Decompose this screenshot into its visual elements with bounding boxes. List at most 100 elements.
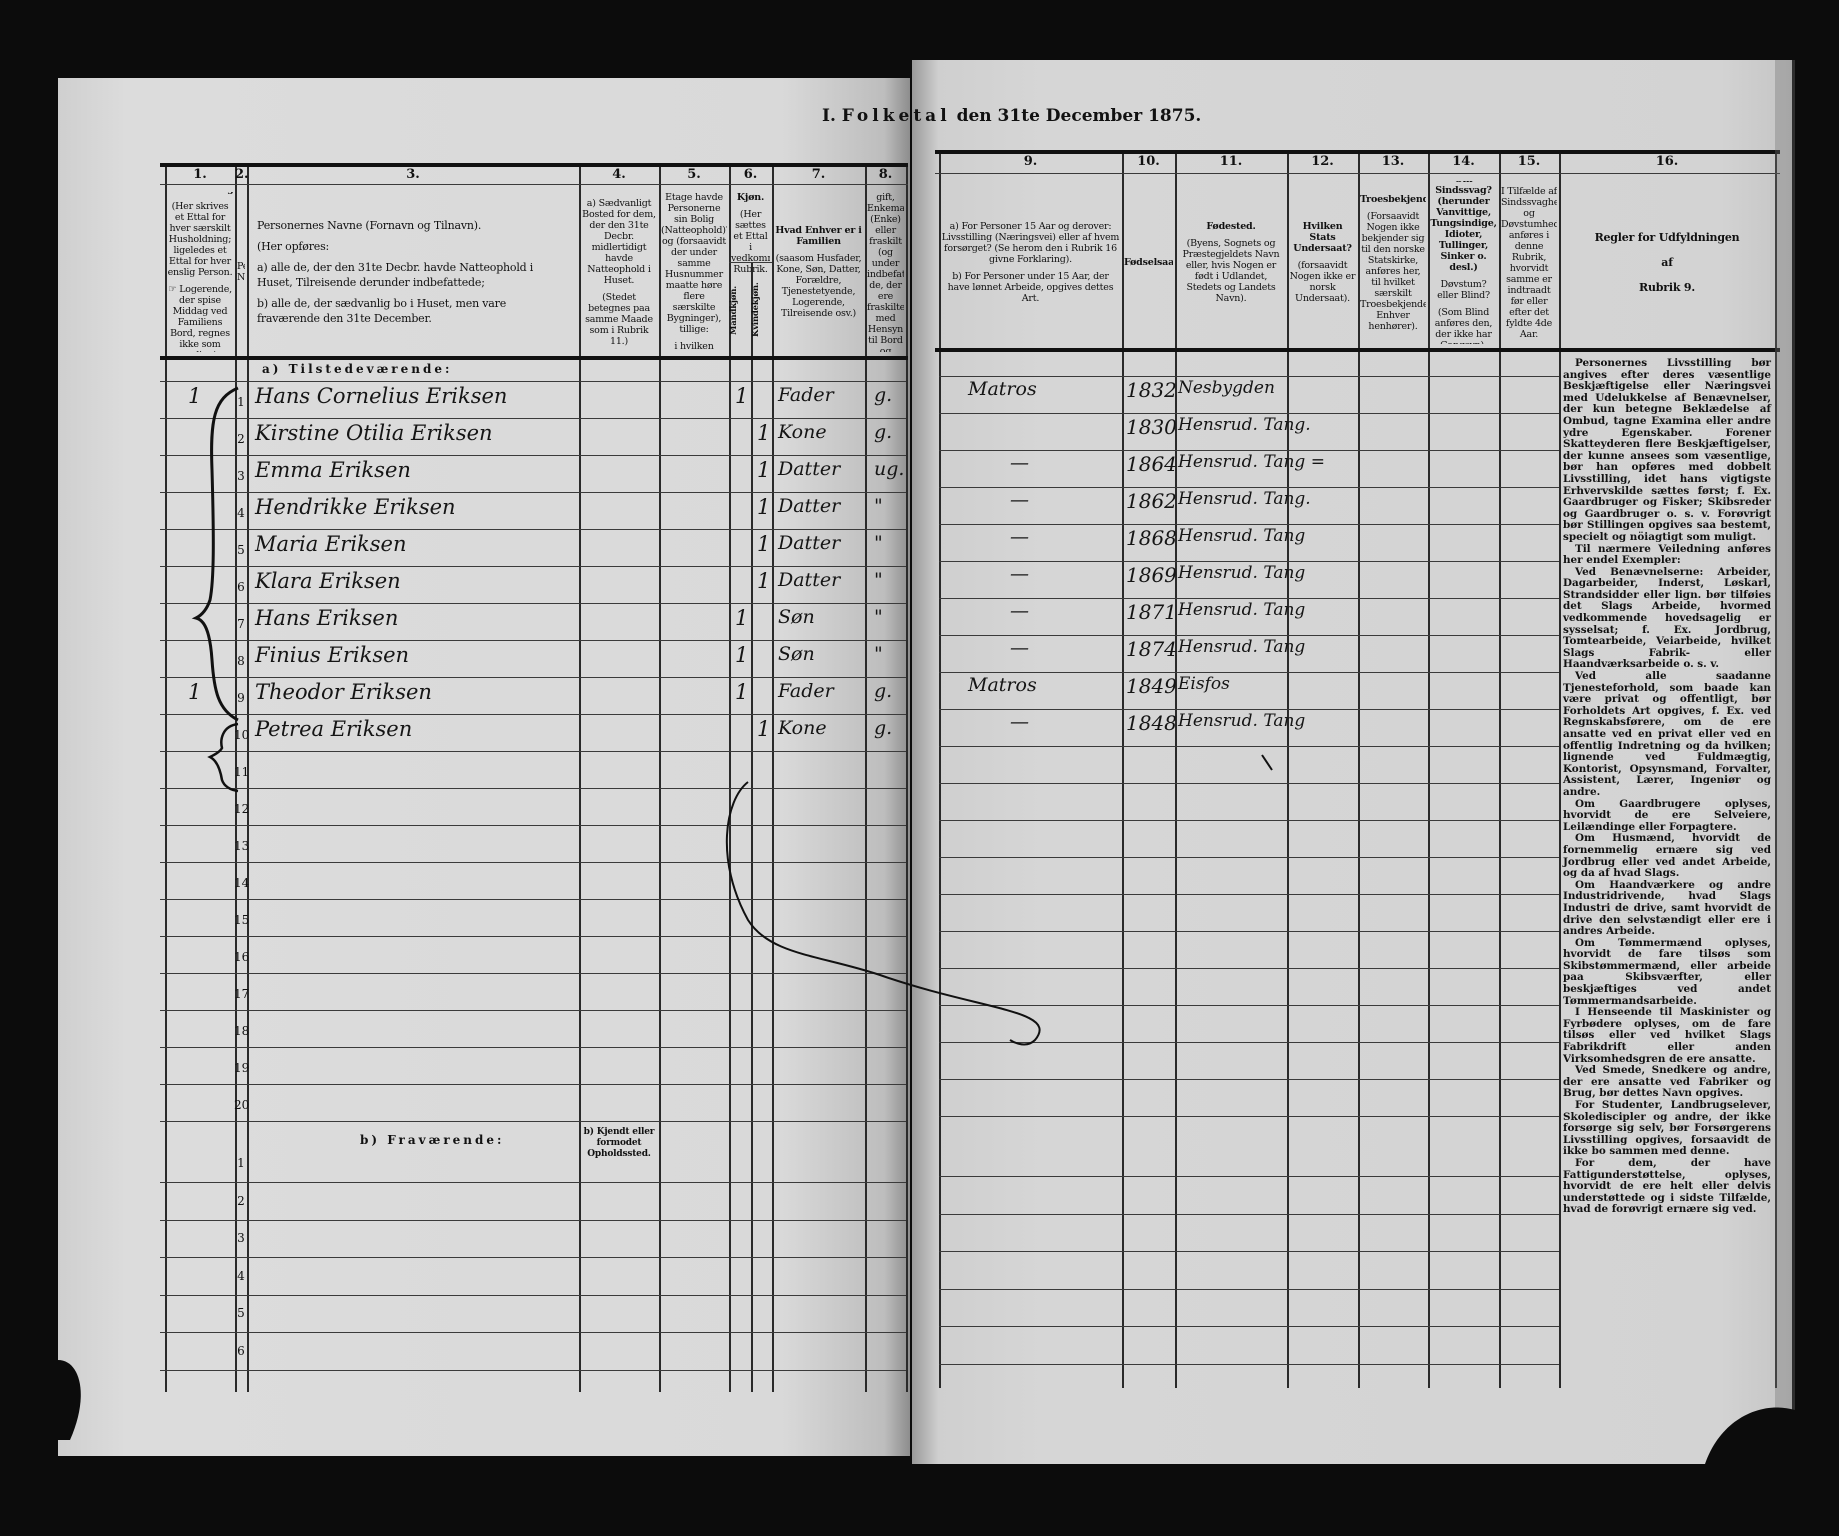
row-number: 14 bbox=[234, 876, 250, 890]
family-relation: Kone bbox=[778, 421, 827, 443]
birthplace: Hensrud. Tang. bbox=[1178, 489, 1311, 509]
row-line bbox=[160, 714, 906, 716]
row-line bbox=[160, 1182, 906, 1184]
row-number: 7 bbox=[237, 617, 245, 631]
row-line bbox=[160, 1084, 906, 1086]
birthplace: Hensrud. Tang bbox=[1178, 711, 1306, 731]
column-divider bbox=[772, 163, 774, 1392]
family-relation: Datter bbox=[778, 458, 841, 480]
column-header-line: (saasom Husfader, Kone, Søn, Datter, For… bbox=[775, 253, 862, 319]
occupation: — bbox=[1010, 489, 1029, 511]
column-header: Personernes No. bbox=[237, 192, 245, 352]
row-line bbox=[160, 862, 906, 864]
column-header-line: a) Sædvanligt Bosted for dem, der den 31… bbox=[582, 197, 656, 286]
row-line bbox=[939, 746, 1559, 748]
column-number: 13. bbox=[1381, 154, 1405, 169]
page-corner-shadow-left bbox=[58, 1360, 81, 1440]
column-number: 1. bbox=[193, 167, 207, 182]
household-mark: 1 bbox=[188, 384, 202, 408]
row-line bbox=[939, 561, 1559, 563]
column-header-line: (Stedet betegnes paa samme Maade som i R… bbox=[585, 291, 653, 347]
title-date: den 31te December 1875. bbox=[956, 106, 1202, 126]
female-mark: 1 bbox=[757, 717, 771, 741]
row-line bbox=[939, 376, 1559, 378]
birthplace: Hensrud. Tang bbox=[1178, 526, 1306, 546]
column-header-line: Regler for Udfyldningen bbox=[1594, 231, 1740, 244]
column-header: For Personer over 15 Aar: Om ugift, gift… bbox=[867, 192, 904, 352]
family-relation: Datter bbox=[778, 569, 841, 591]
row-line bbox=[160, 418, 906, 420]
row-line bbox=[160, 492, 906, 494]
title-number: I. bbox=[822, 106, 836, 126]
column-divider bbox=[729, 163, 731, 1392]
column-header-line: I hvilken Etage havde Personerne sin Bol… bbox=[661, 192, 727, 335]
ditto-line-col11 bbox=[1261, 754, 1273, 771]
row-line bbox=[939, 487, 1559, 489]
row-line bbox=[939, 1363, 1559, 1365]
row-number: 3 bbox=[237, 469, 245, 483]
column-header-line: (Her opføres: bbox=[257, 240, 330, 253]
row-number: 20 bbox=[234, 1098, 250, 1112]
column-header-line: Troesbekjendelse. bbox=[1360, 193, 1426, 205]
occupation: — bbox=[1010, 526, 1029, 548]
family-relation: Søn bbox=[778, 606, 815, 628]
row-number: 16 bbox=[234, 950, 250, 964]
column-divider bbox=[1122, 150, 1124, 1388]
row-number: 3 bbox=[237, 1231, 245, 1245]
rule-paragraph: For dem, der have Fattigunderstøttelse, … bbox=[1563, 1156, 1771, 1216]
column-number: 9. bbox=[1023, 154, 1038, 169]
row-number: 2 bbox=[237, 1193, 245, 1208]
column-header: Hvad Enhver er i Familien (saasom Husfade… bbox=[774, 192, 863, 352]
column-divider bbox=[1358, 150, 1360, 1388]
column-number: 12. bbox=[1311, 154, 1334, 169]
absent-residence-label: b) Kjendt eller formodet Opholdssted. bbox=[583, 1127, 655, 1159]
present-section-label: a) Tilstedeværende: bbox=[262, 362, 453, 376]
person-name: Theodor Eriksen bbox=[255, 680, 432, 704]
person-name: Maria Eriksen bbox=[255, 532, 407, 556]
birthplace: Hensrud. Tang bbox=[1178, 637, 1306, 657]
row-number: 6 bbox=[237, 580, 245, 594]
column-header-line: Rubrik 9. bbox=[1639, 281, 1695, 294]
row-line bbox=[939, 1079, 1559, 1081]
header-rule bbox=[935, 173, 1780, 175]
female-mark: 1 bbox=[757, 458, 771, 482]
column-header-line: Døvstum? eller Blind? bbox=[1437, 279, 1490, 301]
column-header-line: (Her skrives et Ettal for hver særskilt … bbox=[167, 200, 233, 278]
household-brace-1 bbox=[191, 386, 239, 722]
family-relation: Datter bbox=[778, 532, 841, 554]
occupation: Matros bbox=[968, 378, 1037, 400]
column-divider bbox=[235, 163, 237, 1392]
person-name: Emma Eriksen bbox=[255, 458, 411, 482]
column-header-line: Hvilken Stats Undersaat? bbox=[1293, 221, 1352, 254]
row-line bbox=[160, 1294, 906, 1296]
person-name: Hans Eriksen bbox=[255, 606, 399, 630]
civil-status: g. bbox=[874, 421, 893, 443]
male-mark: 1 bbox=[735, 680, 749, 704]
person-name: Finius Eriksen bbox=[255, 643, 410, 667]
column-divider bbox=[1559, 150, 1561, 1388]
header-rule bbox=[935, 150, 1780, 154]
household-brace-2 bbox=[207, 722, 239, 793]
header-rule bbox=[160, 184, 908, 186]
column-header-line: b) alle de, der sædvanlig bo i Huset, me… bbox=[257, 297, 507, 325]
row-line bbox=[939, 524, 1559, 526]
header-rule bbox=[160, 163, 908, 167]
person-name: Petrea Eriksen bbox=[255, 717, 413, 741]
row-line bbox=[160, 1369, 906, 1371]
rule-paragraph: Om Gaardbrugere oplyses, hvorvidt de ere… bbox=[1563, 797, 1771, 833]
male-mark: 1 bbox=[735, 606, 749, 630]
birth-year: 1869 bbox=[1126, 563, 1177, 587]
birthplace: Hensrud. Tang = bbox=[1178, 452, 1325, 472]
occupation: — bbox=[1010, 600, 1029, 622]
column-header-line: (Byens, Sognets og Præstegjeldets Navn e… bbox=[1182, 238, 1280, 304]
column-header-line: For Personer over 15 Aar: Om ugift, gift… bbox=[867, 192, 904, 352]
person-name: Hans Cornelius Eriksen bbox=[255, 384, 508, 408]
column-divider bbox=[1499, 150, 1501, 1388]
column-header: Regler for Udfyldningen af Rubrik 9. bbox=[1561, 181, 1773, 344]
absent-section-label: b) Fraværende: bbox=[360, 1133, 505, 1147]
column-number: 7. bbox=[811, 167, 826, 182]
rule-paragraph: Ved alle saadanne Tjenesteforhold, som b… bbox=[1563, 670, 1771, 798]
family-relation: Fader bbox=[778, 384, 834, 406]
household-mark: 1 bbox=[188, 680, 202, 704]
column-header: a) Sædvanligt Bosted for dem, der den 31… bbox=[581, 192, 657, 352]
